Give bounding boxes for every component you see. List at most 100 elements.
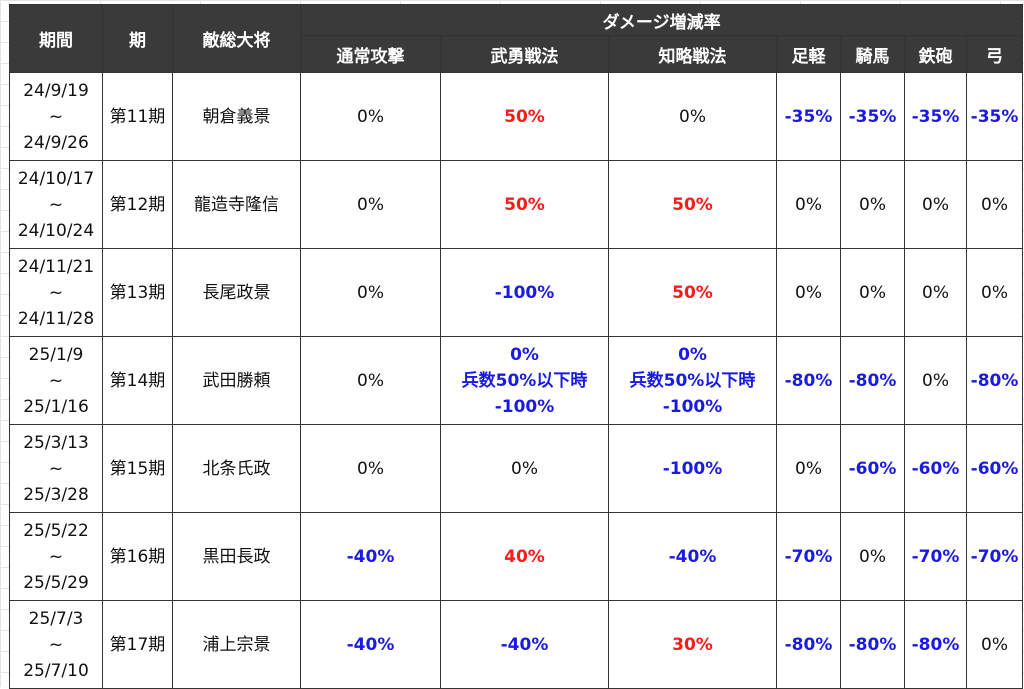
normal-attack-rate-cell: 0% xyxy=(300,160,441,249)
date-start: 24/9/19 xyxy=(23,80,89,101)
rate-value: -60% xyxy=(911,458,960,479)
date-end: 24/11/28 xyxy=(17,308,95,329)
cavalry-rate-cell: -60% xyxy=(840,424,905,513)
enemy-general-cell: 武田勝頼 xyxy=(172,336,301,425)
period-cell: 25/7/3 ~25/7/10 xyxy=(9,600,103,689)
enemy-general-cell: 龍造寺隆信 xyxy=(172,160,301,249)
ashigaru-rate-cell: -70% xyxy=(776,512,841,601)
rate-value: -40% xyxy=(500,634,549,655)
rate-value: 0% xyxy=(922,194,949,215)
ashigaru-rate-cell: 0% xyxy=(776,424,841,513)
rate-value: -35% xyxy=(848,106,897,127)
valor-tactic-rate-cell: 50% xyxy=(440,160,609,249)
rate-value: -80% xyxy=(784,634,833,655)
valor-tactic-rate-cell: -40% xyxy=(440,600,609,689)
bow-rate-cell: 0% xyxy=(965,248,1024,337)
rate-value: 40% xyxy=(504,546,545,567)
enemy-general-cell: 北条氏政 xyxy=(172,424,301,513)
date-start: 25/3/13 xyxy=(23,432,89,453)
term-cell: 第12期 xyxy=(102,160,173,249)
header-cavalry: 騎馬 xyxy=(840,35,905,73)
term-cell: 第13期 xyxy=(102,248,173,337)
period-cell: 24/11/21 ~24/11/28 xyxy=(9,248,103,337)
rate-value: -80% xyxy=(848,634,897,655)
date-start: 25/5/22 xyxy=(23,520,89,541)
rate-value: -40% xyxy=(346,634,395,655)
term-cell: 第14期 xyxy=(102,336,173,425)
normal-attack-rate-cell: 0% xyxy=(300,248,441,337)
rate-value: 0% xyxy=(981,282,1009,303)
rate-value: 兵数50%以下時 xyxy=(461,370,588,391)
rate-value: 兵数50%以下時 xyxy=(629,370,756,391)
rate-value: 50% xyxy=(504,194,545,215)
date-start: 24/11/21 xyxy=(17,256,95,277)
header-ashigaru: 足軽 xyxy=(776,35,841,73)
musket-rate-cell: -35% xyxy=(904,72,967,161)
wisdom-tactic-rate-cell: -100% xyxy=(608,424,777,513)
rate-value: 0% xyxy=(922,282,949,303)
rate-value: 0% xyxy=(922,370,949,391)
date-end: 24/9/26 xyxy=(23,132,89,153)
table-row: 25/5/22 ~25/5/29 第16期 黒田長政 -40% 40% -40% -70% 0%… xyxy=(9,512,1024,601)
rate-value: 0% xyxy=(357,282,384,303)
rate-value: 50% xyxy=(672,282,713,303)
bow-rate-cell: -60% xyxy=(965,424,1024,513)
damage-rate-table: 期間 期 敵総大将 ダメージ増減率 通常攻撃 武勇戦法 知略戦法 足軽 騎馬 鉄… xyxy=(9,4,1024,689)
date-end: 25/5/29 xyxy=(23,572,89,593)
rate-value: -60% xyxy=(970,458,1019,479)
musket-rate-cell: -60% xyxy=(904,424,967,513)
rate-value: 0% xyxy=(981,194,1009,215)
rate-value: 0% xyxy=(859,546,886,567)
header-row-sub: 通常攻撃 武勇戦法 知略戦法 足軽 騎馬 鉄砲 弓 xyxy=(10,35,1024,73)
rate-value: 0% xyxy=(795,458,822,479)
table-row: 24/11/21 ~24/11/28 第13期 長尾政景 0% -100% 50% 0% 0% 0… xyxy=(9,248,1024,337)
normal-attack-rate-cell: -40% xyxy=(300,512,441,601)
valor-tactic-rate-cell: 0% 兵数50%以下時 -100% xyxy=(440,336,609,425)
header-row-top: 期間 期 敵総大将 ダメージ増減率 xyxy=(9,4,1024,73)
bow-rate-cell: -35% xyxy=(965,72,1024,161)
cavalry-rate-cell: 0% xyxy=(840,248,905,337)
rate-value: -70% xyxy=(784,546,833,567)
enemy-general-cell: 朝倉義景 xyxy=(172,72,301,161)
ashigaru-rate-cell: 0% xyxy=(776,160,841,249)
normal-attack-rate-cell: 0% xyxy=(300,424,441,513)
date-start: 25/1/9 xyxy=(28,344,84,365)
valor-tactic-rate-cell: 0% xyxy=(440,424,609,513)
term-cell: 第17期 xyxy=(102,600,173,689)
rate-value: 0% xyxy=(981,634,1009,655)
term-cell: 第16期 xyxy=(102,512,173,601)
bow-rate-cell: 0% xyxy=(965,160,1024,249)
rate-value: 0% xyxy=(795,194,822,215)
header-bow: 弓 xyxy=(965,35,1024,73)
rate-value: -80% xyxy=(848,370,897,391)
period-cell: 25/5/22 ~25/5/29 xyxy=(9,512,103,601)
rate-value: -100% xyxy=(662,458,723,479)
rate-value: -70% xyxy=(911,546,960,567)
rate-value: 0% xyxy=(357,370,384,391)
wisdom-tactic-rate-cell: 0% 兵数50%以下時 -100% xyxy=(608,336,777,425)
table-row: 25/7/3 ~25/7/10 第17期 浦上宗景 -40% -40% 30% -80% -80… xyxy=(9,600,1024,689)
header-wisdom-tactic: 知略戦法 xyxy=(608,35,777,73)
ashigaru-rate-cell: -80% xyxy=(776,336,841,425)
rate-value: -80% xyxy=(970,370,1019,391)
rate-value: 50% xyxy=(504,106,545,127)
rate-value: -80% xyxy=(911,634,960,655)
rate-value: -35% xyxy=(784,106,833,127)
header-damage-rate-group: ダメージ増減率 xyxy=(299,4,1024,36)
cavalry-rate-cell: -80% xyxy=(840,600,905,689)
rate-value: 0% xyxy=(859,194,886,215)
rate-value: 0% xyxy=(678,344,707,365)
cavalry-rate-cell: 0% xyxy=(840,512,905,601)
valor-tactic-rate-cell: -100% xyxy=(440,248,609,337)
rate-value: -70% xyxy=(970,546,1019,567)
musket-rate-cell: 0% xyxy=(904,160,967,249)
enemy-general-cell: 長尾政景 xyxy=(172,248,301,337)
ashigaru-rate-cell: -80% xyxy=(776,600,841,689)
period-cell: 25/3/13 ~25/3/28 xyxy=(9,424,103,513)
term-cell: 第11期 xyxy=(102,72,173,161)
enemy-general-cell: 浦上宗景 xyxy=(172,600,301,689)
rate-value: 0% xyxy=(357,194,384,215)
bow-rate-cell: -70% xyxy=(965,512,1024,601)
cavalry-rate-cell: 0% xyxy=(840,160,905,249)
date-end: 25/1/16 xyxy=(23,396,89,417)
